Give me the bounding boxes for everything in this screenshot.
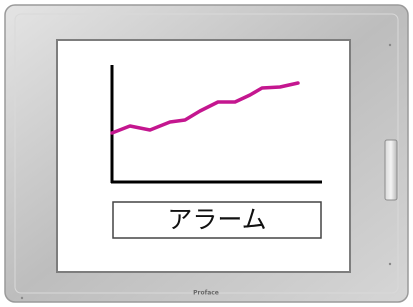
side-slot bbox=[385, 140, 397, 200]
screw bbox=[389, 263, 391, 265]
screw bbox=[389, 44, 391, 46]
screw bbox=[21, 297, 23, 299]
brand-logo: Proface bbox=[193, 290, 219, 297]
button-label[interactable]: アラーム bbox=[167, 205, 266, 234]
alarm-button[interactable]: アラーム bbox=[113, 202, 321, 238]
device: アラーム Proface bbox=[0, 0, 413, 307]
